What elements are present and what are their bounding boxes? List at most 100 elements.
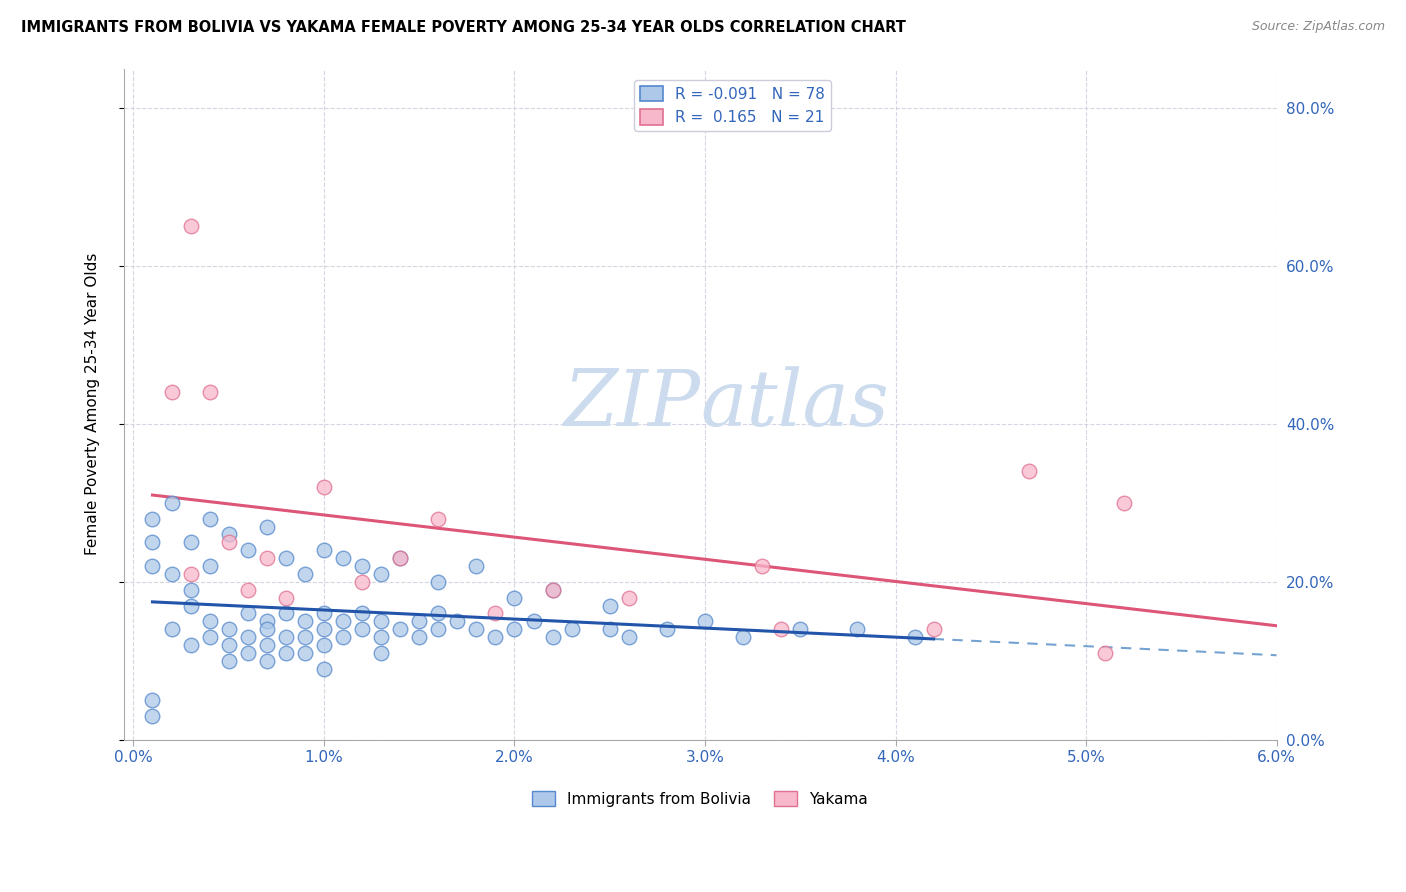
Point xyxy=(141,511,163,525)
Point xyxy=(789,622,811,636)
Point xyxy=(236,582,259,597)
Point xyxy=(465,559,488,574)
Point xyxy=(218,527,240,541)
Point xyxy=(541,582,564,597)
Point xyxy=(370,615,392,629)
Point xyxy=(484,607,506,621)
Point xyxy=(180,566,202,581)
Point xyxy=(198,630,221,644)
Point xyxy=(236,543,259,558)
Point xyxy=(218,535,240,549)
Text: atlas: atlas xyxy=(700,366,889,442)
Point xyxy=(1018,464,1040,478)
Point xyxy=(218,654,240,668)
Point xyxy=(446,615,468,629)
Point xyxy=(294,646,316,660)
Point xyxy=(141,535,163,549)
Point xyxy=(599,599,621,613)
Point xyxy=(903,630,925,644)
Point xyxy=(617,591,640,605)
Point xyxy=(503,622,526,636)
Point xyxy=(236,607,259,621)
Point xyxy=(180,599,202,613)
Point xyxy=(770,622,793,636)
Point xyxy=(389,551,412,566)
Point xyxy=(352,622,374,636)
Point xyxy=(312,662,335,676)
Y-axis label: Female Poverty Among 25-34 Year Olds: Female Poverty Among 25-34 Year Olds xyxy=(86,253,100,556)
Point xyxy=(1094,646,1116,660)
Point xyxy=(160,385,183,400)
Point xyxy=(733,630,755,644)
Point xyxy=(160,566,183,581)
Point xyxy=(465,622,488,636)
Point xyxy=(218,622,240,636)
Point xyxy=(312,543,335,558)
Point xyxy=(370,566,392,581)
Point xyxy=(180,638,202,652)
Point xyxy=(274,630,297,644)
Point xyxy=(503,591,526,605)
Point xyxy=(332,551,354,566)
Point xyxy=(408,615,430,629)
Point xyxy=(218,638,240,652)
Text: IMMIGRANTS FROM BOLIVIA VS YAKAMA FEMALE POVERTY AMONG 25-34 YEAR OLDS CORRELATI: IMMIGRANTS FROM BOLIVIA VS YAKAMA FEMALE… xyxy=(21,20,905,35)
Point xyxy=(484,630,506,644)
Point xyxy=(294,566,316,581)
Point xyxy=(294,615,316,629)
Point xyxy=(617,630,640,644)
Point xyxy=(180,535,202,549)
Point xyxy=(427,574,450,589)
Point xyxy=(389,622,412,636)
Point xyxy=(160,622,183,636)
Point xyxy=(922,622,945,636)
Point xyxy=(389,551,412,566)
Point xyxy=(198,511,221,525)
Point xyxy=(332,615,354,629)
Text: ZIP: ZIP xyxy=(562,366,700,442)
Point xyxy=(274,551,297,566)
Point xyxy=(198,615,221,629)
Point xyxy=(141,709,163,723)
Point xyxy=(1114,496,1136,510)
Point xyxy=(274,646,297,660)
Point xyxy=(352,607,374,621)
Point xyxy=(294,630,316,644)
Point xyxy=(256,622,278,636)
Point xyxy=(274,607,297,621)
Point xyxy=(370,646,392,660)
Point xyxy=(427,607,450,621)
Point xyxy=(655,622,678,636)
Point xyxy=(198,559,221,574)
Point xyxy=(352,559,374,574)
Point xyxy=(561,622,583,636)
Point xyxy=(256,519,278,533)
Point xyxy=(332,630,354,644)
Point xyxy=(160,496,183,510)
Point xyxy=(541,582,564,597)
Point xyxy=(599,622,621,636)
Point xyxy=(256,654,278,668)
Point xyxy=(141,559,163,574)
Point xyxy=(141,693,163,707)
Point xyxy=(541,630,564,644)
Point xyxy=(256,615,278,629)
Legend: Immigrants from Bolivia, Yakama: Immigrants from Bolivia, Yakama xyxy=(526,784,875,813)
Point xyxy=(427,622,450,636)
Text: Source: ZipAtlas.com: Source: ZipAtlas.com xyxy=(1251,20,1385,33)
Point xyxy=(312,607,335,621)
Point xyxy=(236,646,259,660)
Point xyxy=(274,591,297,605)
Point xyxy=(693,615,716,629)
Point xyxy=(352,574,374,589)
Point xyxy=(427,511,450,525)
Point xyxy=(846,622,869,636)
Point xyxy=(180,582,202,597)
Point xyxy=(312,622,335,636)
Point xyxy=(370,630,392,644)
Point xyxy=(312,480,335,494)
Point xyxy=(198,385,221,400)
Point xyxy=(256,551,278,566)
Point xyxy=(408,630,430,644)
Point xyxy=(312,638,335,652)
